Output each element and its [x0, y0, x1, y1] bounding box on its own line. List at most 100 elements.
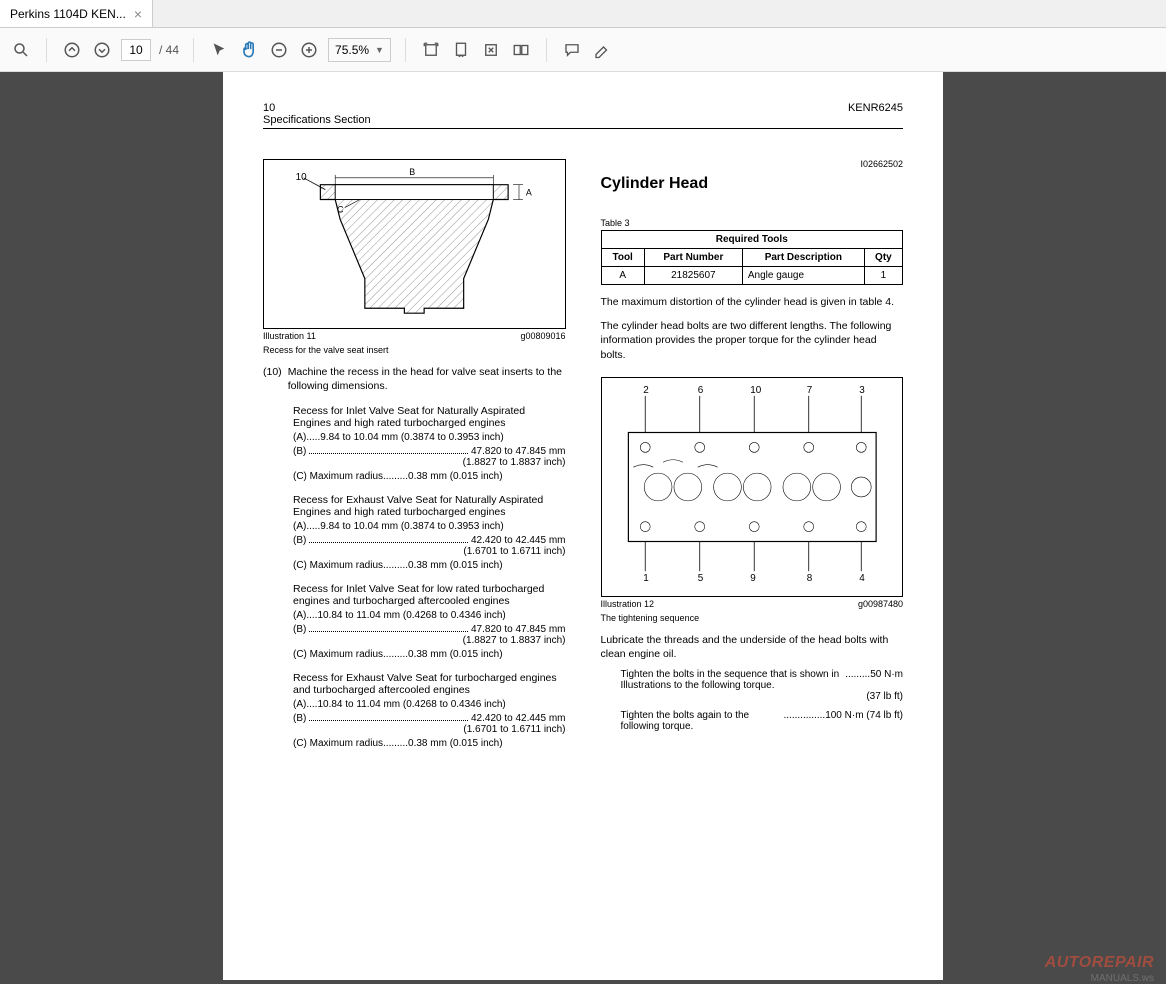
spec-b4a: 42.420 to 42.445 mm	[471, 713, 566, 724]
right-column: I02662502 Cylinder Head Table 3 Required…	[601, 159, 904, 749]
group2-head: Recess for Exhaust Valve Seat for Natura…	[293, 494, 566, 518]
spec-c1: 0.38 mm (0.015 inch)	[408, 471, 503, 482]
para-bolts: The cylinder head bolts are two differen…	[601, 319, 904, 362]
group1-head: Recess for Inlet Valve Seat for Naturall…	[293, 405, 566, 429]
illus12-label: Illustration 12	[601, 599, 655, 609]
svg-text:2: 2	[643, 385, 649, 396]
spec-a: (A)	[293, 432, 306, 443]
svg-text:4: 4	[859, 573, 865, 584]
cell-tool: A	[601, 267, 644, 285]
fit-page-icon[interactable]	[450, 39, 472, 61]
fit-width-icon[interactable]	[420, 39, 442, 61]
zoom-select[interactable]: 75.5% ▼	[328, 38, 391, 62]
spec-a3: 10.84 to 11.04 mm (0.4268 to 0.4346 inch…	[317, 610, 505, 621]
separator	[546, 38, 547, 62]
spec-a4: 10.84 to 11.04 mm (0.4268 to 0.4346 inch…	[317, 699, 505, 710]
svg-text:8: 8	[806, 573, 812, 584]
svg-text:7: 7	[806, 385, 812, 396]
ref-code: I02662502	[601, 159, 904, 169]
para-lubricate: Lubricate the threads and the underside …	[601, 633, 904, 661]
layout-icon[interactable]	[510, 39, 532, 61]
table-caption: Table 3	[601, 218, 904, 228]
highlight-icon[interactable]	[591, 39, 613, 61]
page-number-input[interactable]	[121, 39, 151, 61]
spec-c2: 0.38 mm (0.015 inch)	[408, 560, 503, 571]
step-number: (10)	[263, 365, 282, 393]
group4-head: Recess for Exhaust Valve Seat for turboc…	[293, 672, 566, 696]
chevron-down-icon: ▼	[375, 45, 384, 55]
svg-text:10: 10	[750, 385, 762, 396]
watermark-main: AUTOREPAIR	[1045, 954, 1154, 971]
spec-c3: 0.38 mm (0.015 inch)	[408, 649, 503, 660]
section-name: Specifications Section	[263, 114, 371, 126]
torque1-text: Tighten the bolts in the sequence that i…	[621, 669, 846, 691]
zoom-value: 75.5%	[335, 43, 369, 57]
illustration-12: 2 6 10 7 3	[601, 377, 904, 597]
illus11-label: Illustration 11	[263, 331, 316, 341]
torque2-val: 100 N·m (74 lb ft)	[825, 710, 903, 732]
page-total: / 44	[159, 43, 179, 57]
spec-b2b: (1.6701 to 1.6711 inch)	[293, 546, 566, 557]
svg-text:6: 6	[697, 385, 703, 396]
page-header-left: 10 Specifications Section	[263, 102, 371, 126]
spec-b3b: (1.8827 to 1.8837 inch)	[293, 635, 566, 646]
step-text: Machine the recess in the head for valve…	[288, 365, 566, 393]
svg-text:10: 10	[296, 172, 307, 183]
separator	[193, 38, 194, 62]
spec-a1: 9.84 to 10.04 mm (0.3874 to 0.3953 inch)	[320, 432, 503, 443]
svg-text:9: 9	[750, 573, 756, 584]
cell-qty: 1	[864, 267, 902, 285]
document-page: 10 Specifications Section KENR6245 10	[223, 72, 943, 980]
tab-bar: Perkins 1104D KEN... ×	[0, 0, 1166, 28]
spec-b1b: (1.8827 to 1.8837 inch)	[293, 457, 566, 468]
svg-text:5: 5	[697, 573, 703, 584]
torque1-val: 50 N·m	[870, 669, 903, 691]
spec-c4: 0.38 mm (0.015 inch)	[408, 738, 503, 749]
svg-text:1: 1	[643, 573, 649, 584]
page-up-icon[interactable]	[61, 39, 83, 61]
svg-text:C: C	[337, 204, 344, 214]
page-header: 10 Specifications Section KENR6245	[263, 102, 903, 129]
watermark-sub: MANUALS.ws	[1091, 973, 1154, 984]
spec-b3a: 47.820 to 47.845 mm	[471, 624, 566, 635]
svg-text:A: A	[526, 188, 532, 198]
col-desc: Part Description	[742, 249, 864, 267]
group3-head: Recess for Inlet Valve Seat for low rate…	[293, 583, 566, 607]
spec-c: (C) Maximum radius	[293, 471, 383, 482]
left-column: 10 B A	[263, 159, 566, 749]
hand-icon[interactable]	[238, 39, 260, 61]
separator	[405, 38, 406, 62]
illus12-gcode: g00987480	[858, 599, 903, 609]
page-number: 10	[263, 102, 371, 114]
col-tool: Tool	[601, 249, 644, 267]
comment-icon[interactable]	[561, 39, 583, 61]
tab-title: Perkins 1104D KEN...	[10, 7, 126, 21]
illustration-11: 10 B A	[263, 159, 566, 329]
document-tab[interactable]: Perkins 1104D KEN... ×	[0, 0, 153, 27]
col-pn: Part Number	[644, 249, 742, 267]
zoom-in-icon[interactable]	[298, 39, 320, 61]
cell-pn: 21825607	[644, 267, 742, 285]
illus11-caption: Recess for the valve seat insert	[263, 345, 566, 355]
separator	[46, 38, 47, 62]
page-down-icon[interactable]	[91, 39, 113, 61]
rotate-icon[interactable]	[480, 39, 502, 61]
zoom-out-icon[interactable]	[268, 39, 290, 61]
pointer-icon[interactable]	[208, 39, 230, 61]
doc-code: KENR6245	[848, 102, 903, 126]
spec-b1a: 47.820 to 47.845 mm	[471, 446, 566, 457]
toolbar: / 44 75.5% ▼	[0, 28, 1166, 72]
spec-a2: 9.84 to 10.04 mm (0.3874 to 0.3953 inch)	[320, 521, 503, 532]
search-icon[interactable]	[10, 39, 32, 61]
document-viewer[interactable]: 10 Specifications Section KENR6245 10	[0, 72, 1166, 980]
svg-text:B: B	[409, 167, 415, 177]
para-distortion: The maximum distortion of the cylinder h…	[601, 295, 904, 309]
close-icon[interactable]: ×	[134, 6, 142, 22]
torque1-sub: (37 lb ft)	[621, 691, 904, 702]
illus12-caption: The tightening sequence	[601, 613, 904, 623]
spec-b: (B)	[293, 446, 306, 457]
spec-b4b: (1.6701 to 1.6711 inch)	[293, 724, 566, 735]
cell-desc: Angle gauge	[742, 267, 864, 285]
required-tools-table: Required Tools Tool Part Number Part Des…	[601, 230, 904, 285]
torque2-text: Tighten the bolts again to the following…	[621, 710, 784, 732]
